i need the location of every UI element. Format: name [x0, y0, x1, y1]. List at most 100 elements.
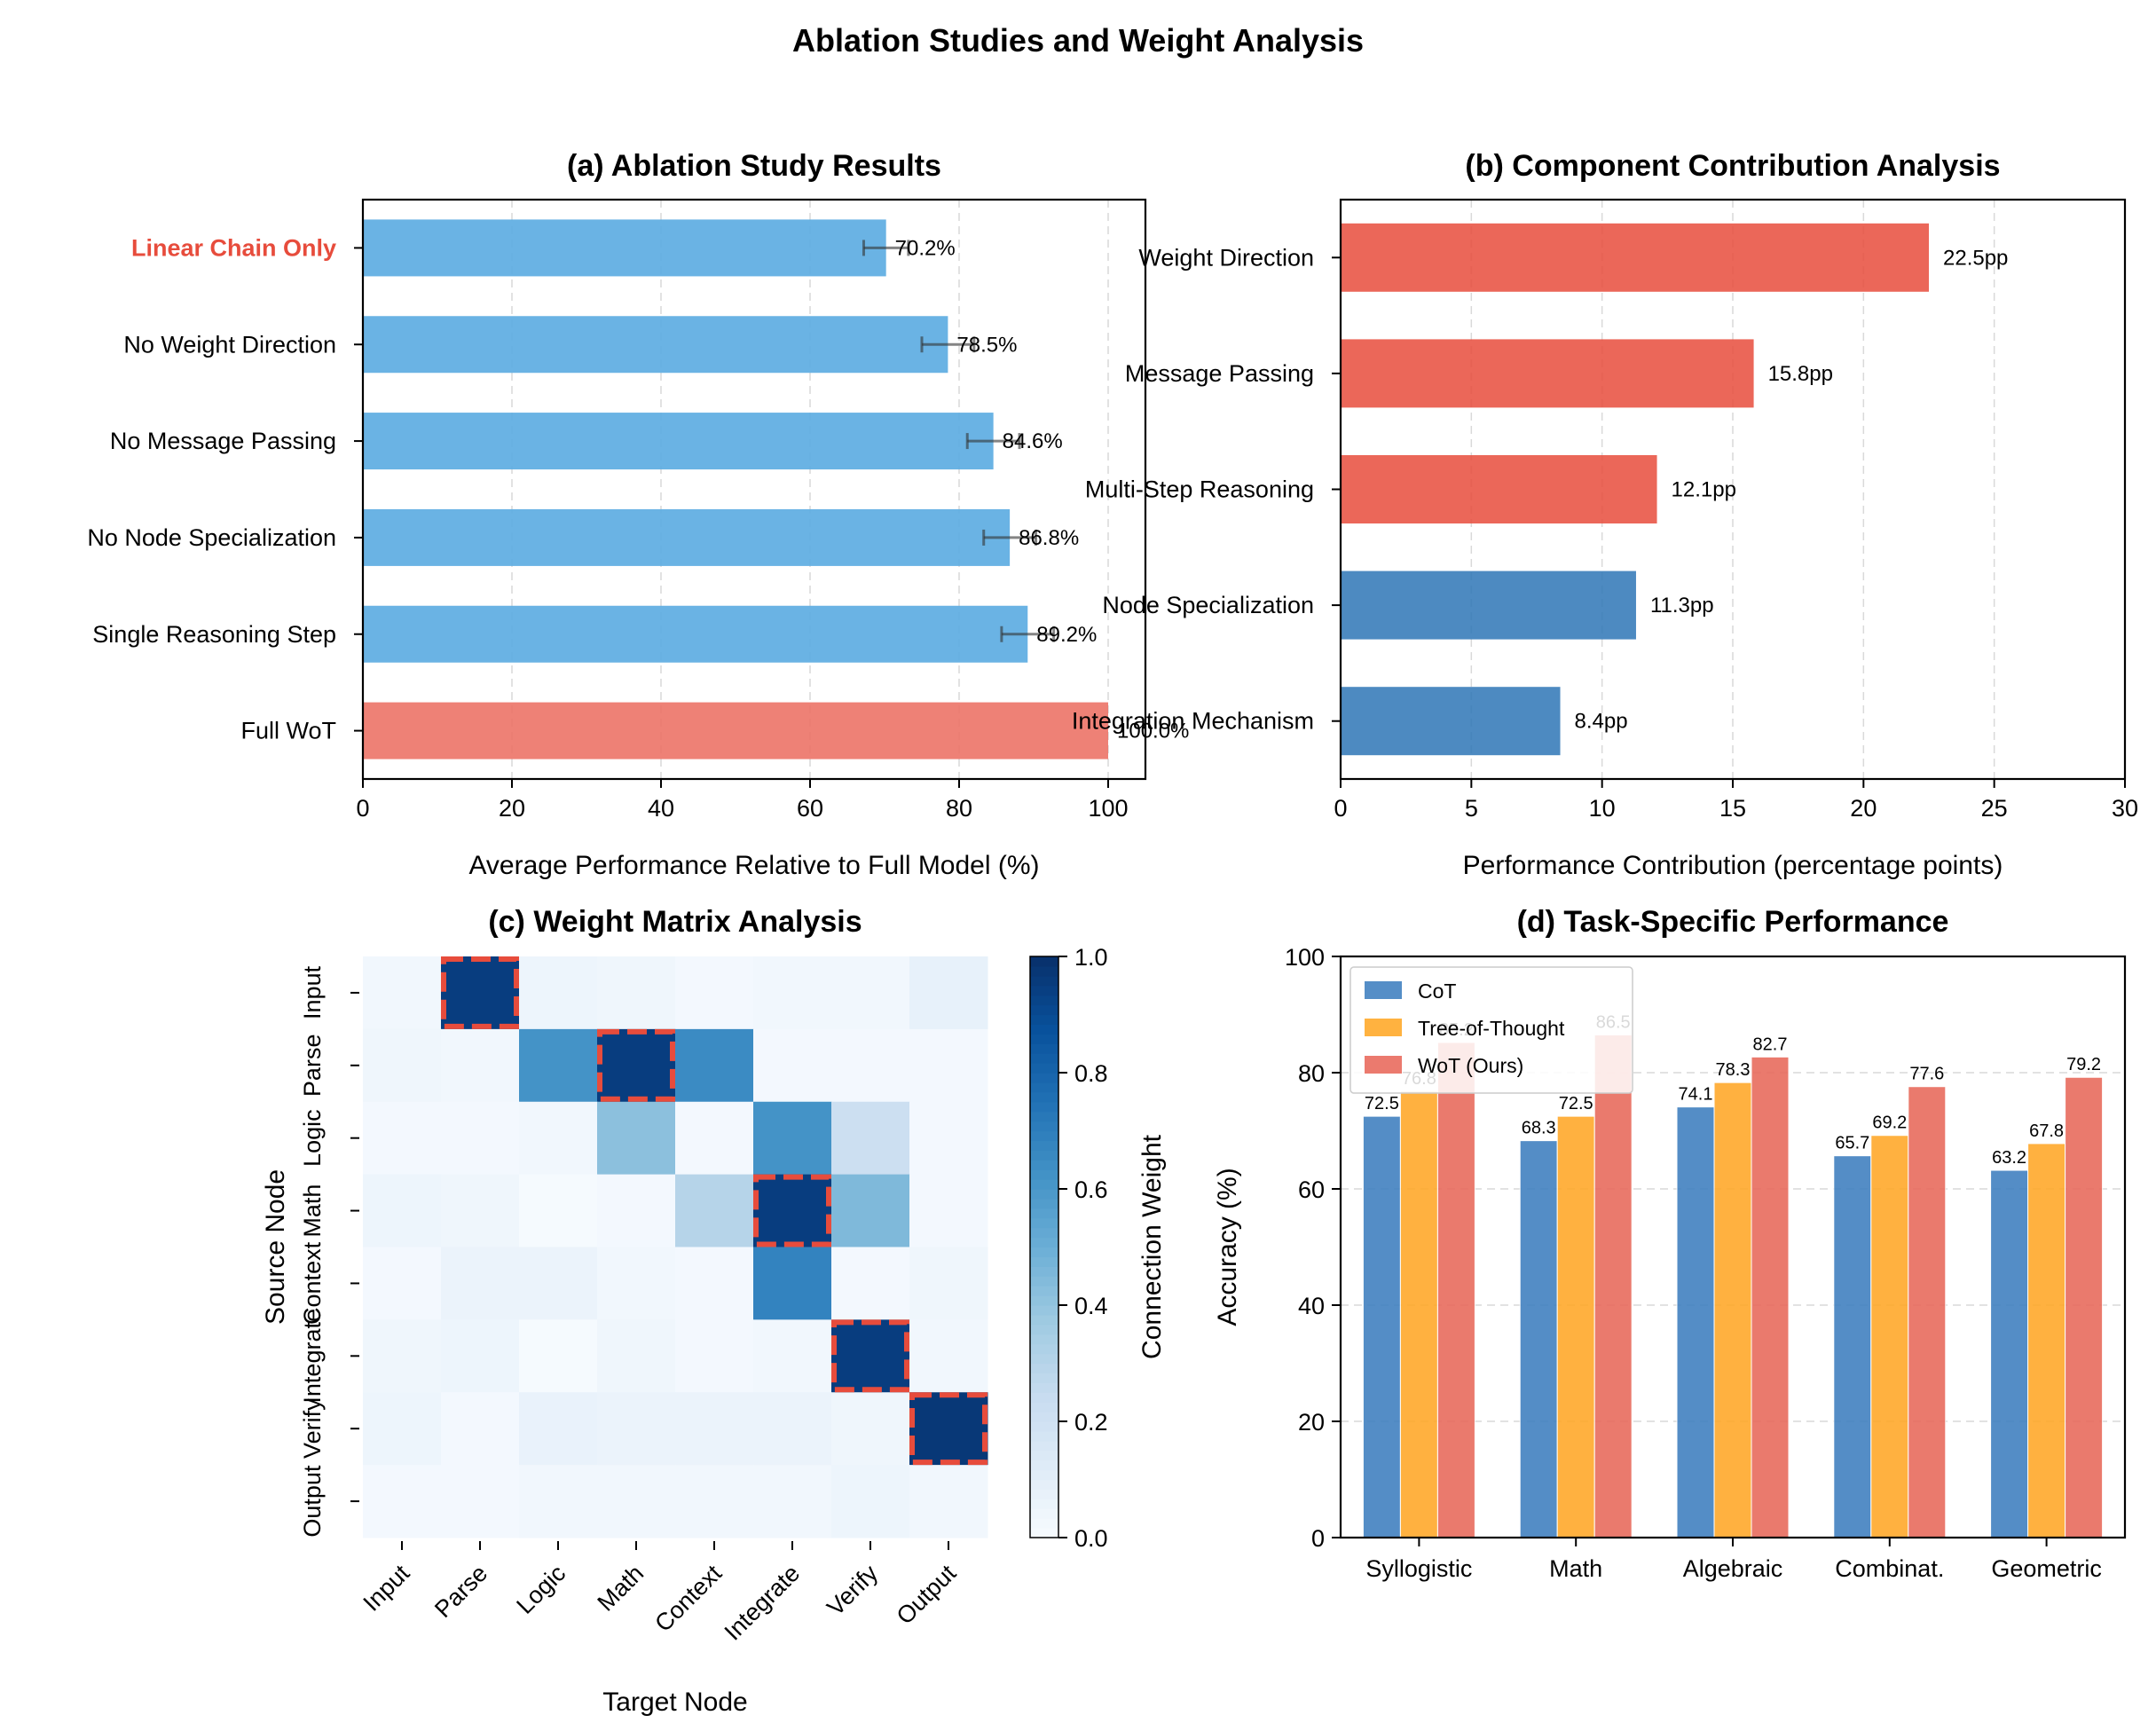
panel-d-ylabel: Accuracy (%): [1213, 1168, 1242, 1326]
heatmap-cell: [597, 1392, 676, 1466]
bar-value-label: 65.7: [1835, 1134, 1869, 1153]
bar: [1341, 570, 1636, 640]
colorbar-segment: [1030, 1460, 1058, 1471]
colorbar-segment: [1030, 1363, 1058, 1374]
heatmap-cell: [675, 1392, 754, 1466]
colorbar-segment: [1030, 1140, 1058, 1151]
bar-wot-ours: [2065, 1076, 2104, 1538]
colorbar-segment: [1030, 1091, 1058, 1103]
colorbar-tick-label: 0.2: [1074, 1409, 1108, 1436]
panel-b-contribution-chart: 8.4pp Integration Mechanism 11.3pp Node Spe…: [1072, 149, 2138, 880]
colorbar-segment: [1030, 1266, 1058, 1277]
x-tick-label: 5: [1465, 795, 1478, 822]
y-tick-label: Parse: [299, 1035, 326, 1098]
heatmap-cell: [363, 1101, 442, 1176]
y-tick-label: 20: [1298, 1409, 1325, 1436]
legend-swatch: [1365, 1019, 1402, 1036]
x-tick-label: 10: [1589, 795, 1616, 822]
colorbar-segment: [1030, 1286, 1058, 1296]
heatmap-cell: [363, 1174, 442, 1247]
colorbar-segment: [1030, 1160, 1058, 1170]
colorbar-segment: [1030, 1489, 1058, 1499]
colorbar-segment: [1030, 1189, 1058, 1200]
heatmap-cell: [363, 1028, 442, 1103]
colorbar-segment: [1030, 1111, 1058, 1122]
heatmap-cell: [441, 956, 520, 1030]
heatmap-cell: [831, 1465, 910, 1538]
heatmap-cell: [519, 1101, 598, 1176]
colorbar-segment: [1030, 1430, 1058, 1442]
x-tick-label: 25: [1981, 795, 2008, 822]
heatmap-cell: [753, 1392, 832, 1466]
legend: CoT Tree-of-Thought WoT (Ours): [1349, 966, 1633, 1094]
colorbar-segment: [1030, 1121, 1058, 1132]
y-tick-label: Verify: [299, 1398, 326, 1459]
heatmap-cell: [519, 1465, 598, 1538]
heatmap-cell: [675, 1101, 754, 1176]
x-tick-label: 100: [1088, 795, 1128, 822]
heatmap-cell: [597, 1465, 676, 1538]
heatmap-cell: [441, 1392, 520, 1466]
colorbar-segment: [1030, 1508, 1058, 1519]
x-tick-label: Input: [358, 1560, 415, 1617]
colorbar-segment: [1030, 1469, 1058, 1481]
colorbar-segment: [1030, 985, 1058, 996]
bar: [1341, 223, 1929, 292]
colorbar-segment: [1030, 1237, 1058, 1248]
bar-cot: [1676, 1106, 1715, 1538]
heatmap-cell: [831, 1028, 910, 1103]
bar-value-label: 15.8pp: [1768, 362, 1833, 386]
bar-value-label: 22.5pp: [1943, 246, 2008, 270]
y-tick-label: Weight Direction: [1138, 244, 1314, 271]
colorbar-segment: [1030, 1004, 1058, 1016]
bar: [1341, 455, 1657, 523]
colorbar-segment: [1030, 1334, 1058, 1345]
colorbar-segment: [1030, 1314, 1058, 1326]
heatmap-cell: [441, 1174, 520, 1247]
panel-c-ylabel: Source Node: [261, 1169, 290, 1325]
colorbar-segment: [1030, 1150, 1058, 1161]
panel-c-weight-heatmap: InputParseLogicMathContextIntegrateVerif…: [261, 905, 1167, 1717]
colorbar-segment: [1030, 1528, 1058, 1538]
heatmap-cell: [675, 1174, 754, 1247]
y-tick-label: 60: [1298, 1176, 1325, 1203]
x-tick-label: Integrate: [720, 1560, 806, 1646]
colorbar-segment: [1030, 975, 1058, 987]
colorbar-segment: [1030, 1295, 1058, 1306]
colorbar-segment: [1030, 956, 1058, 967]
x-tick-label: Geometric: [1991, 1555, 2102, 1582]
heatmap-cell: [909, 1247, 988, 1320]
colorbar-segment: [1030, 1353, 1058, 1365]
colorbar-segment: [1030, 1024, 1058, 1035]
bar-value-label: 63.2: [1992, 1148, 2026, 1168]
colorbar-segment: [1030, 1450, 1058, 1461]
y-tick-label: 80: [1298, 1060, 1325, 1087]
x-tick-label: Parse: [429, 1560, 492, 1623]
panel-c-title: (c) Weight Matrix Analysis: [488, 905, 862, 939]
colorbar-segment: [1030, 1082, 1058, 1093]
heatmap-cell: [363, 1319, 442, 1393]
colorbar-segment: [1030, 1440, 1058, 1452]
x-tick-label: Context: [649, 1560, 727, 1637]
y-tick-label: Context: [299, 1241, 326, 1325]
y-tick-label: Logic: [299, 1109, 326, 1167]
heatmap-cell: [909, 1319, 988, 1393]
heatmap-cell: [363, 956, 442, 1030]
bar: [363, 413, 994, 470]
panel-d-title: (d) Task-Specific Performance: [1517, 905, 1949, 939]
bar-value-label: 89.2%: [1036, 623, 1097, 647]
heatmap-cell: [831, 956, 910, 1030]
bar: [363, 508, 1011, 566]
x-tick-label: 20: [499, 795, 525, 822]
bar-value-label: 74.1: [1679, 1085, 1713, 1105]
heatmap-cell: [597, 1174, 676, 1247]
heatmap-cell: [597, 956, 676, 1030]
highlight-box: [909, 1392, 988, 1466]
highlight-box: [831, 1319, 909, 1393]
x-tick-label: 0: [356, 795, 369, 822]
colorbar-segment: [1030, 1479, 1058, 1491]
figure-title: Ablation Studies and Weight Analysis: [792, 22, 1364, 59]
highlight-box: [441, 956, 519, 1029]
bar-value-label: 78.3: [1716, 1060, 1751, 1080]
highlight-box: [753, 1174, 831, 1247]
